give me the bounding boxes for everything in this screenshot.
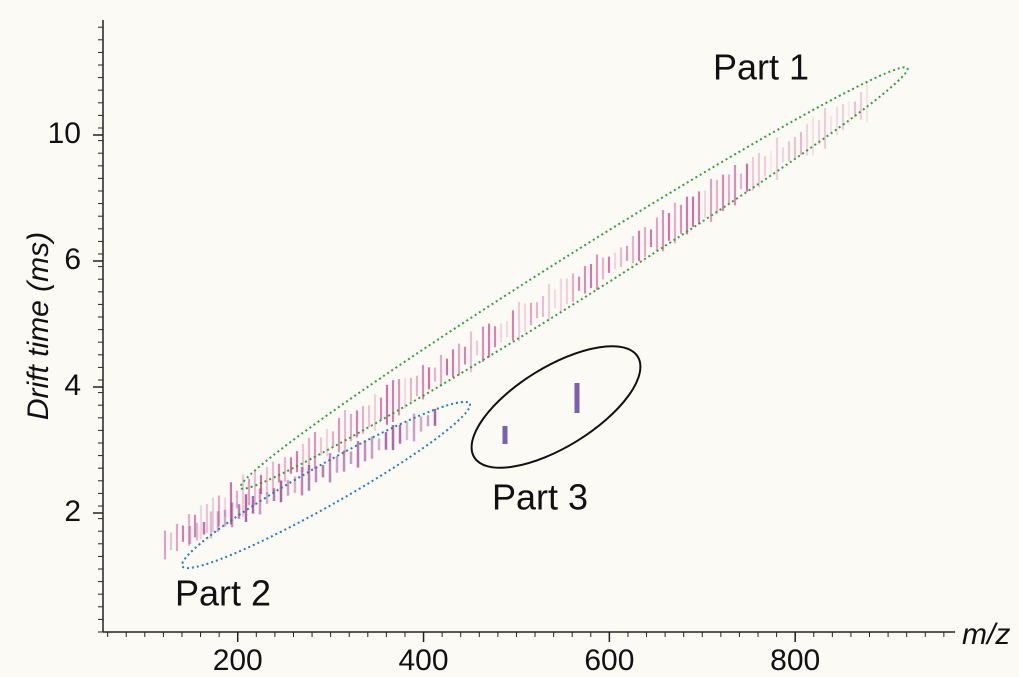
annotation: Part 3	[492, 477, 588, 518]
x-tick-label: 400	[399, 644, 449, 677]
y-tick-label: 6	[64, 243, 81, 276]
y-tick-label: 4	[64, 369, 81, 402]
part-3-ellipse	[470, 345, 642, 469]
y-tick-label: 2	[64, 495, 81, 528]
x-tick-label: 200	[213, 644, 263, 677]
part-2-ellipse	[181, 400, 471, 570]
part-1-ellipse	[239, 66, 909, 490]
annotation: Part 2	[175, 573, 271, 614]
x-tick-label: 800	[770, 644, 820, 677]
heatmap	[163, 81, 869, 560]
annotation: Part 1	[713, 47, 809, 88]
y-axis-label: Drift time (ms)	[22, 232, 55, 420]
x-axis-label: m/z	[962, 618, 1010, 651]
x-tick-label: 600	[584, 644, 634, 677]
y-tick-label: 10	[48, 117, 81, 150]
